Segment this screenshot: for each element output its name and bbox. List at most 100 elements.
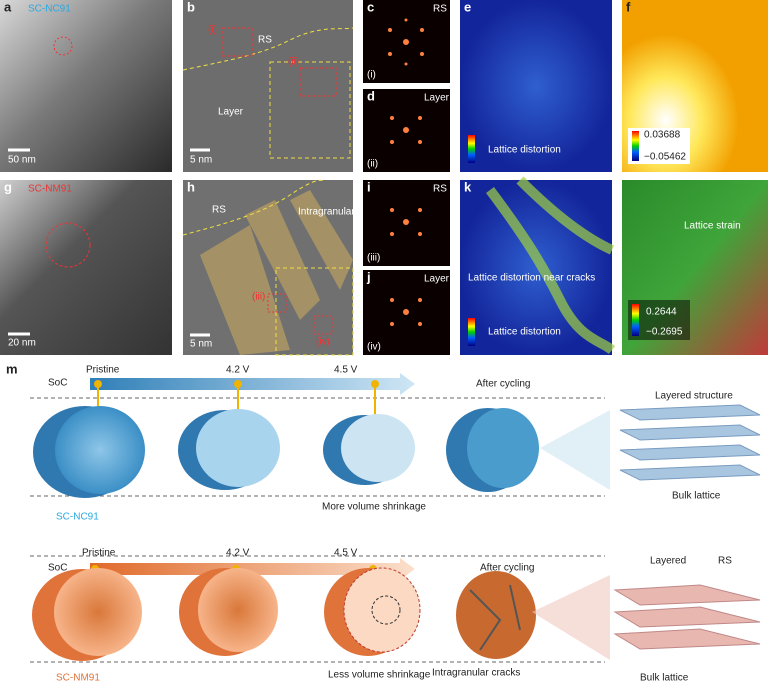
region-label: (iv) — [316, 337, 330, 348]
region-box — [299, 67, 337, 97]
panel-label: a — [4, 0, 12, 14]
phase-label: RS — [433, 184, 447, 195]
colorbar-min: −0.2695 — [646, 327, 683, 338]
lattice — [613, 584, 761, 650]
phase-label: Layer — [218, 107, 244, 118]
particle — [179, 568, 278, 656]
boundary — [182, 27, 354, 71]
annotation: Intragranular cracks — [298, 207, 386, 218]
crack-regions — [200, 190, 353, 355]
phase-label: Layer — [424, 274, 450, 285]
phase-label: Layer — [424, 93, 450, 104]
colorbar — [632, 304, 639, 336]
panel-label: j — [366, 269, 371, 284]
colorbar-min: −0.05462 — [644, 152, 686, 163]
axis-label: SoC — [48, 378, 67, 389]
structure-label: Bulk lattice — [640, 673, 689, 684]
colorbar-max: 0.03688 — [644, 130, 681, 141]
colorbar-max: 0.2644 — [646, 307, 677, 318]
soc-arrow — [90, 373, 415, 395]
boundary — [182, 179, 326, 236]
region-label: (ii) — [367, 159, 378, 170]
colorbar — [632, 131, 639, 161]
fft-spots — [388, 18, 424, 66]
fft-spots — [390, 116, 422, 144]
phase-label: RS — [258, 35, 272, 46]
axis-label: SoC — [48, 563, 67, 574]
scale-label: 5 nm — [190, 155, 212, 166]
scale-label: 50 nm — [8, 155, 36, 166]
colorbar-label: Lattice distortion — [488, 327, 561, 338]
lattice — [619, 404, 761, 481]
fft-spots — [390, 298, 422, 326]
particle — [446, 408, 539, 492]
distortion-map — [460, 180, 612, 355]
schematic-row: SoC Pristine 4.2 V 4.5 V After cycling L… — [30, 365, 761, 523]
phase-label: RS — [433, 4, 447, 15]
state-label: 4.5 V — [334, 548, 358, 559]
shrinkage-label: Less volume shrinkage — [328, 670, 431, 681]
zoom-box — [275, 267, 354, 356]
zoom-cone — [540, 410, 610, 490]
state-label: Pristine — [86, 365, 120, 376]
state-label: After cycling — [476, 379, 530, 390]
distortion-map — [460, 0, 612, 172]
state-label: Pristine — [82, 548, 116, 559]
particle — [324, 567, 421, 656]
region-box — [221, 27, 253, 57]
particle — [32, 568, 142, 661]
region-label: (iv) — [367, 342, 381, 353]
particle — [323, 414, 415, 485]
scale-label: 20 nm — [8, 338, 36, 349]
scale-label: 5 nm — [190, 339, 212, 350]
sample-label: SC-NC91 — [28, 4, 71, 15]
annotation: Intragranular cracks — [432, 668, 520, 679]
soc-arrow — [90, 558, 415, 580]
state-label: 4.2 V — [226, 365, 250, 376]
panel-label: h — [187, 179, 195, 194]
colorbar — [468, 135, 475, 163]
panel-label: g — [4, 179, 12, 194]
annotation: Lattice strain — [684, 221, 741, 232]
markers — [94, 380, 379, 415]
particle — [456, 571, 536, 659]
schematic-row: SoC Pristine 4.2 V 4.5 V After cycling L… — [30, 548, 761, 684]
region-label: (iii) — [367, 253, 380, 264]
structure-label: Bulk lattice — [672, 491, 721, 502]
colorbar-label: Lattice distortion — [488, 145, 561, 156]
annotation: Lattice distortion near cracks — [468, 273, 595, 284]
sample-label: SC-NM91 — [28, 184, 72, 195]
shrinkage-label: More volume shrinkage — [322, 502, 426, 513]
structure-label: Layered — [650, 556, 686, 567]
sample-label: SC-NM91 — [56, 673, 100, 684]
panel-label: f — [626, 0, 631, 14]
panel-label: m — [6, 361, 18, 376]
tem-image — [0, 180, 172, 355]
phase-label: RS — [212, 205, 226, 216]
structure-label: RS — [718, 556, 732, 567]
zoom-cone — [532, 575, 610, 660]
hrtem-image — [183, 0, 353, 172]
highlight — [45, 222, 91, 268]
fft-spots — [390, 208, 422, 236]
sample-label: SC-NC91 — [56, 512, 99, 523]
state-label: 4.5 V — [334, 365, 358, 376]
panel-label: i — [367, 179, 371, 194]
region-box — [313, 315, 333, 335]
state-label: After cycling — [480, 563, 534, 574]
colorbar — [468, 318, 475, 346]
distortion-band — [485, 176, 616, 355]
panel-label: c — [367, 0, 374, 14]
region-label: (i) — [208, 25, 217, 36]
region-box — [267, 293, 287, 313]
zoom-box — [269, 61, 351, 159]
particle — [178, 409, 280, 490]
region-label: (ii) — [288, 57, 299, 68]
region-label: (i) — [367, 70, 376, 81]
panel-label: d — [367, 88, 375, 103]
panel-label: b — [187, 0, 195, 14]
state-label: 4.2 V — [226, 548, 250, 559]
region-label: (iii) — [252, 292, 265, 303]
